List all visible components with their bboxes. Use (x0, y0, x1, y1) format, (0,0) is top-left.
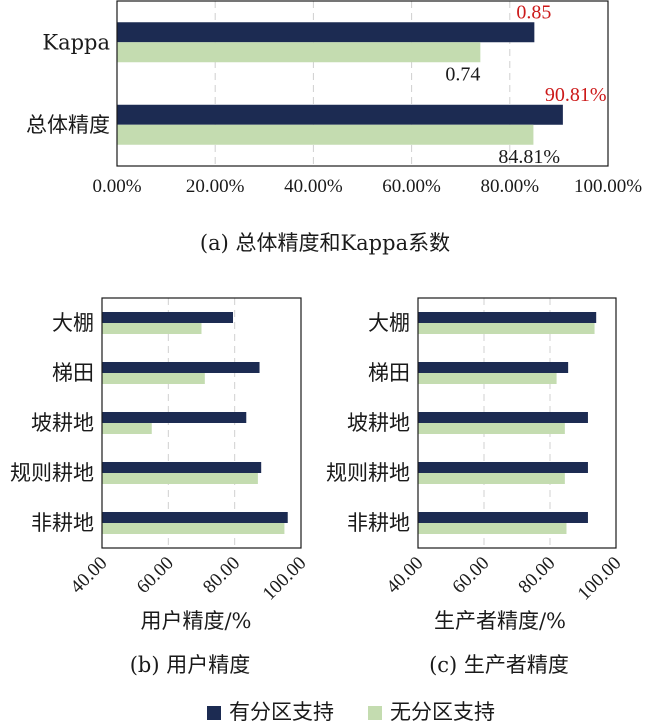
plot-frame (116, 0, 609, 167)
category-label: 规则耕地 (10, 461, 94, 485)
bar-without-zoning (102, 423, 152, 434)
category-label: 梯田 (368, 361, 410, 385)
category-label: 非耕地 (347, 511, 410, 535)
legend-label: 无分区支持 (390, 700, 495, 724)
x-tick-label: 60.00 (133, 553, 178, 598)
plot-frame (101, 297, 302, 549)
data-label: 0.85 (516, 1, 551, 23)
panel-caption: (c) 生产者精度 (429, 653, 569, 677)
bar-with-zoning (418, 412, 588, 423)
category-label: 坡耕地 (31, 411, 94, 435)
bar-without-zoning (102, 523, 285, 534)
bar-with-zoning (418, 512, 588, 523)
x-tick-label: 100.00 (574, 553, 626, 605)
bar-without-zoning (418, 323, 595, 334)
panel-caption: (b) 用户精度 (130, 653, 251, 677)
category-label: 坡耕地 (347, 411, 410, 435)
bar-without-zoning (102, 323, 202, 334)
x-tick-label: 0.00% (92, 176, 141, 197)
bar-with-zoning (117, 104, 563, 125)
bar-with-zoning (418, 462, 588, 473)
category-label: 总体精度 (26, 113, 110, 137)
data-label: 84.81% (498, 146, 560, 168)
x-tick-label: 80.00 (199, 553, 244, 598)
bar-without-zoning (102, 373, 205, 384)
category-label: 梯田 (52, 361, 94, 385)
category-label: 大棚 (368, 311, 410, 335)
panel-a: 0.85 0.74 Kappa 90.81% 84.81% 总体精度 0.00% 20.00%… (26, 0, 642, 255)
bar-without-zoning (418, 373, 557, 384)
x-tick-label: 100.00% (574, 176, 642, 197)
bar-without-zoning (418, 473, 565, 484)
bar-with-zoning (117, 22, 535, 43)
plot-frame (417, 297, 617, 549)
x-tick-label: 40.00 (66, 553, 111, 598)
bar-with-zoning (102, 512, 288, 523)
x-axis-label: 生产者精度/% (434, 609, 566, 633)
legend-swatch (368, 706, 382, 720)
category-label: 规则耕地 (326, 461, 410, 485)
bar-with-zoning (102, 312, 234, 323)
bar-without-zoning (117, 124, 534, 145)
x-tick-label: 60.00 (448, 553, 493, 598)
legend-label: 有分区支持 (229, 700, 334, 724)
x-tick-label: 80.00% (481, 176, 540, 197)
bar-with-zoning (102, 412, 247, 423)
bar-without-zoning (102, 473, 258, 484)
bar-with-zoning (102, 362, 260, 373)
category-label: 大棚 (52, 311, 94, 335)
x-axis-label: 用户精度/% (140, 609, 251, 633)
bar-with-zoning (418, 312, 597, 323)
panel-caption: (a) 总体精度和Kappa系数 (200, 231, 450, 255)
x-tick-label: 80.00 (514, 553, 559, 598)
bar-with-zoning (418, 362, 569, 373)
category-label: 非耕地 (31, 511, 94, 535)
x-tick-label: 20.00% (186, 176, 245, 197)
legend-swatch (207, 706, 221, 720)
legend: 有分区支持 无分区支持 (207, 700, 495, 724)
bar-without-zoning (418, 523, 567, 534)
bar-with-zoning (102, 462, 262, 473)
x-tick-label: 40.00% (284, 176, 343, 197)
x-tick-label: 40.00 (382, 553, 427, 598)
category-label: Kappa (42, 30, 110, 54)
bar-without-zoning (117, 42, 481, 63)
bar-without-zoning (418, 423, 565, 434)
data-label: 90.81% (545, 84, 607, 106)
x-tick-label: 60.00% (382, 176, 441, 197)
x-tick-label: 100.00 (259, 553, 311, 605)
data-label: 0.74 (445, 63, 480, 85)
